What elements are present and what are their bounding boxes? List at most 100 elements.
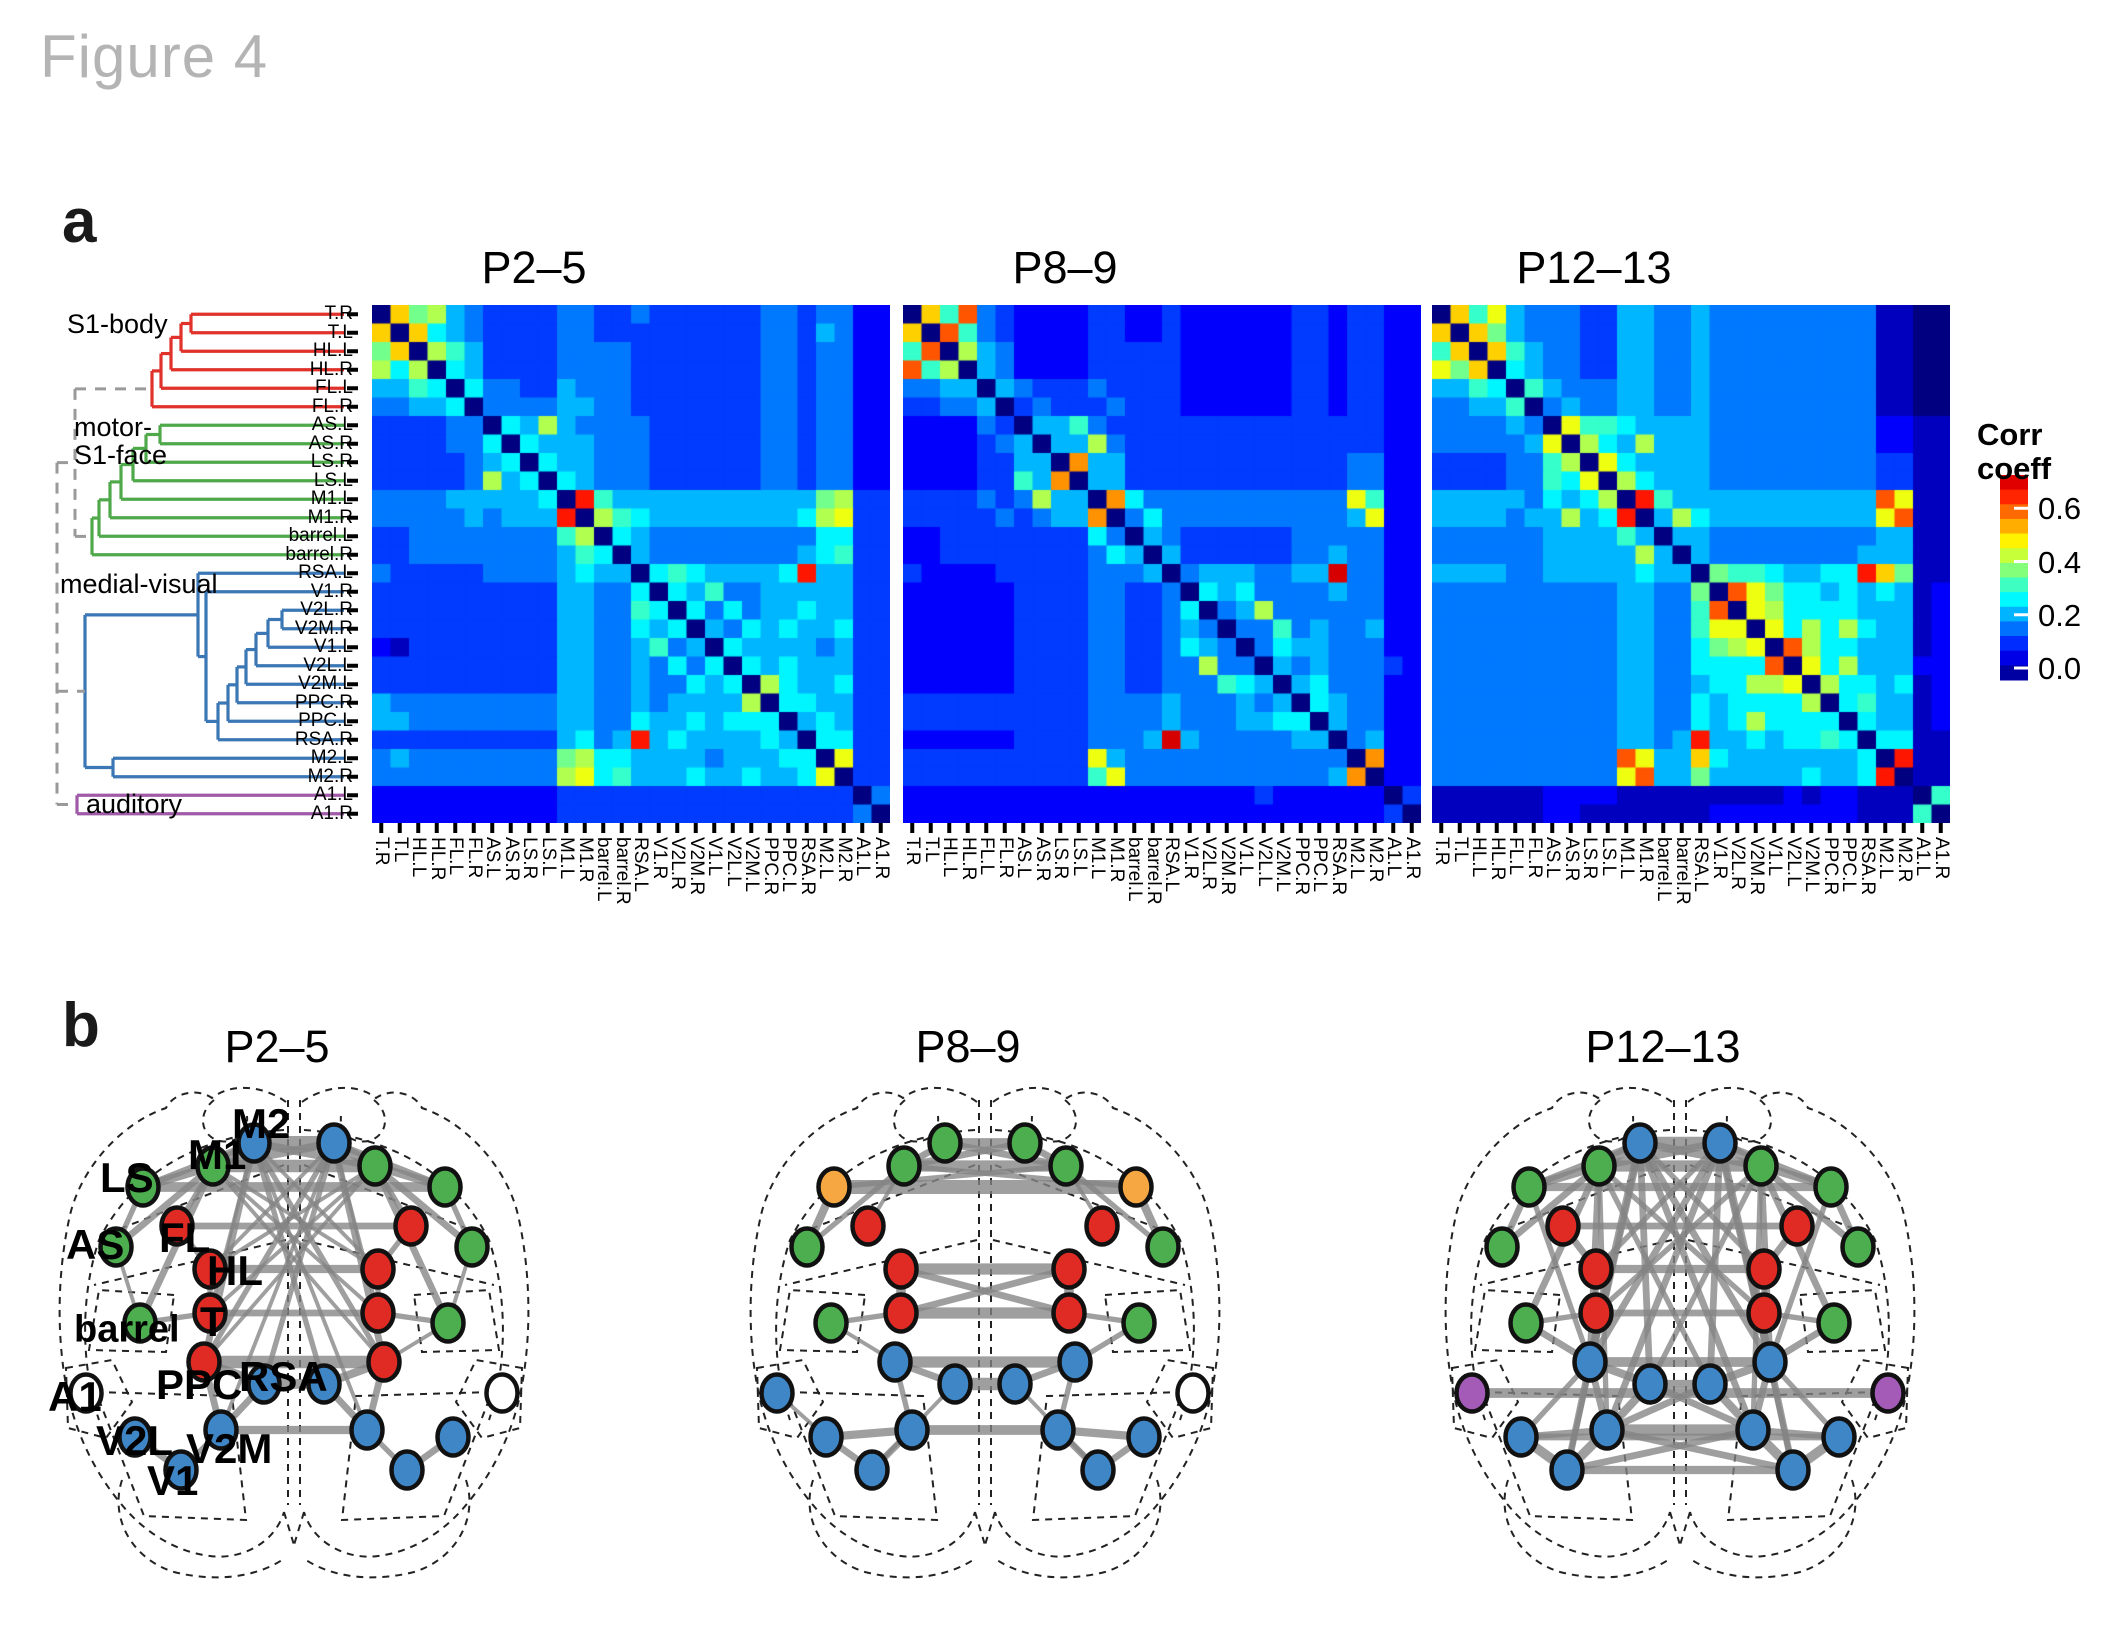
col-label-V2M.L: V2M.L [1272, 837, 1294, 892]
network-node-label-AS: AS [66, 1221, 125, 1268]
col-tick [1076, 823, 1081, 833]
node-RSAR [1057, 1341, 1093, 1383]
network-edge-M1L-M2R [1598, 1138, 1721, 1171]
network-edge-M2R-HLL [1594, 1141, 1722, 1271]
network-node-label-PPC: PPC [156, 1361, 243, 1408]
col-tick [1624, 823, 1629, 833]
node-barrelR [1816, 1302, 1852, 1344]
node-TR [1746, 1292, 1782, 1334]
brain-outline [992, 1239, 1186, 1286]
network-P2-5 [58, 1086, 530, 1579]
col-tick [1298, 823, 1303, 833]
node-M1L [195, 1145, 231, 1187]
row-label-M2.L: M2.L [310, 747, 353, 769]
col-tick [1809, 823, 1814, 833]
network-edge-M1R-TL [208, 1164, 377, 1315]
network-edge-LSR-RSAR [1767, 1186, 1834, 1363]
col-label-A1.R: A1.R [1401, 837, 1423, 880]
col-label-AS.R: AS.R [1031, 837, 1053, 882]
network-edge-M2R-V2ML [1603, 1141, 1724, 1432]
col-tick [564, 823, 569, 833]
row-tick [347, 626, 358, 631]
network-edge-M1R-PPCL [1647, 1164, 1764, 1386]
col-tick [1113, 823, 1118, 833]
row-label-RSA.R: RSA.R [294, 728, 353, 750]
col-tick [1772, 823, 1777, 833]
node-FLR [1084, 1205, 1120, 1247]
col-label-RSA.L: RSA.L [630, 837, 652, 892]
col-tick [527, 823, 532, 833]
col-tick [1698, 823, 1703, 833]
col-label-RSA.R: RSA.R [1856, 837, 1878, 896]
node-LSR [1813, 1166, 1849, 1208]
col-label-T.L: T.L [920, 837, 942, 863]
node-TL [192, 1292, 228, 1334]
node-FLL [850, 1205, 886, 1247]
row-tick [347, 349, 358, 354]
col-label-M1.L: M1.L [556, 837, 578, 880]
node-PPCR [306, 1363, 342, 1405]
node-A1L [68, 1372, 104, 1414]
row-label-AS.L: AS.L [311, 414, 353, 436]
row-tick [347, 589, 358, 594]
node-V1R [1775, 1449, 1811, 1491]
row-label-V2M.L: V2M.L [298, 673, 353, 695]
brain-outline [984, 1511, 996, 1546]
brain-outline [93, 1239, 287, 1286]
col-tick [1476, 823, 1481, 833]
brain-outline [974, 1511, 986, 1546]
col-tick [1335, 823, 1340, 833]
node-PPCR [997, 1363, 1033, 1405]
col-label-AS.L: AS.L [482, 837, 504, 879]
node-FLR [393, 1205, 429, 1247]
network-title-P8-9: P8–9 [915, 1021, 1021, 1072]
col-label-M2.L: M2.L [1875, 837, 1897, 880]
brain-outline [64, 1358, 134, 1440]
node-TR [1051, 1292, 1087, 1334]
node-V2LR [1126, 1416, 1162, 1458]
row-tick [347, 441, 358, 446]
node-HLR [1051, 1248, 1087, 1290]
col-tick [1513, 823, 1518, 833]
node-LSR [1118, 1166, 1154, 1208]
brain-outline [992, 1086, 1221, 1558]
brain-outline [784, 1239, 978, 1286]
col-tick [1920, 823, 1925, 833]
row-tick [347, 737, 358, 742]
row-label-PPC.L: PPC.L [298, 710, 353, 732]
col-tick [1243, 823, 1248, 833]
row-label-A1.L: A1.L [313, 784, 353, 806]
network-edge-LSL-RSAL [1526, 1186, 1593, 1363]
node-PPCR [1692, 1363, 1728, 1405]
col-tick [730, 823, 735, 833]
col-tick [1439, 823, 1444, 833]
col-label-LS.L: LS.L [1068, 837, 1090, 877]
row-tick [347, 571, 358, 576]
colorbar-band [2000, 548, 2028, 564]
col-label-M2.L: M2.L [815, 837, 837, 880]
network-edge-M2R-PPCR [1706, 1142, 1724, 1385]
row-label-barrel.L: barrel.L [288, 525, 353, 547]
brain-outline [94, 1390, 248, 1522]
col-label-V2L.R: V2L.R [1727, 837, 1749, 890]
col-label-M2.L: M2.L [1346, 837, 1368, 880]
network-edge-M2L-HLR [252, 1141, 380, 1271]
col-tick [1864, 823, 1869, 833]
node-M1L [886, 1145, 922, 1187]
col-tick [693, 823, 698, 833]
col-label-FL.R: FL.R [1523, 837, 1545, 879]
col-label-M1.R: M1.R [574, 837, 596, 883]
colorbar-tick-0.6: 0.6 [2038, 491, 2082, 527]
row-tick [347, 811, 358, 816]
row-tick [347, 552, 358, 557]
col-label-barrel.R: barrel.R [1142, 837, 1164, 905]
col-tick [712, 823, 717, 833]
panel-b-letter: b [62, 991, 100, 1060]
col-tick [1642, 823, 1647, 833]
col-label-M1.R: M1.R [1105, 837, 1127, 883]
col-label-V1.R: V1.R [1708, 837, 1730, 880]
brain-outline [1145, 1358, 1215, 1440]
cluster-label-medial-visual: medial-visual [60, 569, 218, 599]
figure-title: Figure 4 [40, 23, 269, 90]
